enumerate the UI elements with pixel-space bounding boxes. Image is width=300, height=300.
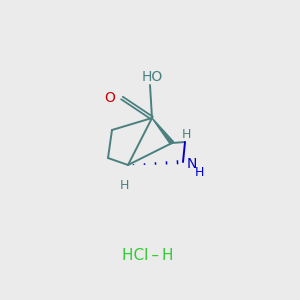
Text: HCl – H: HCl – H [122, 248, 174, 262]
Text: H: H [182, 128, 191, 142]
Polygon shape [152, 118, 174, 144]
Text: H: H [195, 167, 204, 179]
Text: N: N [187, 157, 197, 171]
Text: O: O [104, 91, 115, 105]
Text: HO: HO [141, 70, 163, 84]
Text: H: H [119, 179, 129, 192]
